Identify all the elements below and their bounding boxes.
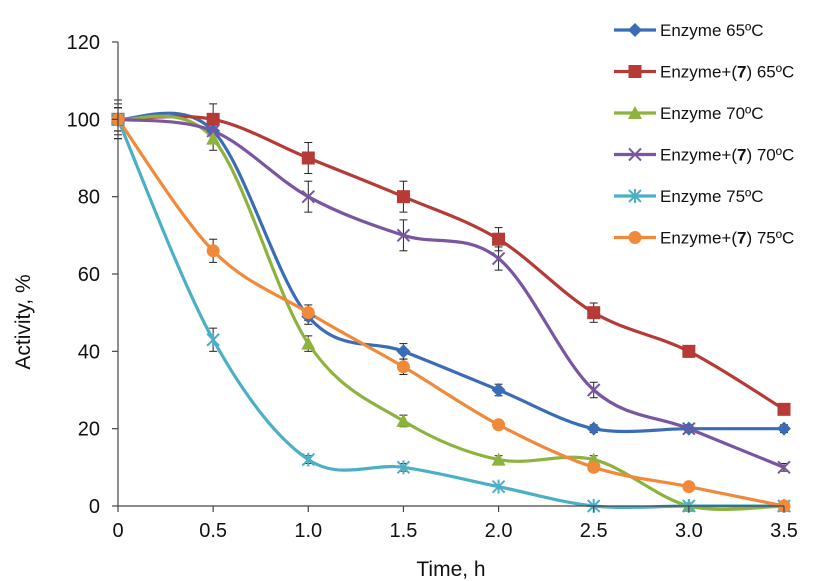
data-point: [396, 413, 411, 427]
x-tick-label: 3.5: [770, 520, 798, 542]
x-tick-label: 0.5: [199, 520, 227, 542]
data-point: [777, 402, 791, 416]
legend-marker: [628, 23, 642, 37]
legend-entry: Enzyme 75ºC: [614, 187, 764, 206]
legend-label: Enzyme 70ºC: [660, 104, 764, 123]
legend-marker: [628, 65, 642, 78]
legend-entry: Enzyme+(7) 65ºC: [614, 63, 794, 82]
legend-label: Enzyme 65ºC: [660, 21, 764, 40]
x-tick-label: 1.5: [390, 520, 418, 542]
series-line-1: [117, 111, 784, 434]
y-tick-label: 40: [78, 341, 100, 363]
legend: Enzyme 65ºC Enzyme+(7) 65ºC Enzyme 70ºC Enz…: [614, 21, 794, 248]
data-point: [301, 189, 315, 204]
data-point: [301, 151, 315, 165]
data-point: [396, 344, 411, 359]
data-point: [301, 336, 316, 350]
y-tick-label: 20: [78, 419, 100, 441]
data-point: [396, 190, 410, 204]
series-line-4: [117, 117, 785, 469]
data-point: [587, 306, 601, 320]
data-point: [301, 306, 315, 320]
series-line-2: [117, 114, 785, 411]
data-point: [682, 480, 696, 494]
data-point: [206, 124, 220, 138]
data-point: [301, 452, 315, 467]
x-tick-label: 0: [112, 520, 123, 542]
legend-label: Enzyme+(7) 75ºC: [660, 229, 794, 248]
data-point: [492, 418, 506, 432]
data-point: [206, 332, 220, 347]
x-tick-label: 3.0: [675, 520, 703, 542]
legend-marker: [628, 147, 642, 162]
legend-label: Enzyme 75ºC: [660, 187, 764, 206]
data-point: [206, 112, 220, 126]
legend-entry: Enzyme+(7) 75ºC: [614, 229, 794, 248]
series-lines: [116, 111, 785, 512]
data-point: [491, 383, 506, 397]
y-axis-title: Activity, %: [12, 274, 35, 369]
data-point: [206, 131, 221, 145]
data-point: [587, 383, 601, 397]
series-line-3: [117, 114, 785, 512]
legend-marker: [628, 106, 642, 119]
data-point: [396, 360, 410, 374]
legend-entry: Enzyme 70ºC: [614, 104, 764, 123]
y-tick-label: 0: [89, 496, 100, 518]
data-point: [682, 421, 696, 436]
data-point: [491, 251, 506, 266]
series-line-6: [116, 118, 785, 508]
data-point: [492, 232, 506, 246]
legend-marker: [628, 189, 642, 203]
legend-entry: Enzyme 65ºC: [614, 21, 764, 40]
data-point: [491, 452, 506, 466]
y-tick-label: 60: [78, 264, 100, 286]
y-tick-label: 80: [78, 187, 100, 209]
legend-entry: Enzyme+(7) 70ºC: [614, 146, 794, 165]
x-tick-label: 2.0: [485, 520, 513, 542]
data-point: [587, 460, 601, 474]
x-tick-label: 1.0: [294, 520, 322, 542]
data-point: [777, 460, 791, 475]
legend-label: Enzyme+(7) 70ºC: [660, 146, 794, 165]
data-point: [206, 244, 220, 258]
x-tick-label: 2.5: [580, 520, 608, 542]
series-line-5: [116, 118, 784, 510]
data-point: [491, 479, 506, 494]
data-point: [396, 228, 411, 243]
axis-ticks: 0 20 40 60 80 100 120 0 0.5 1.0 1.5 2.0 2.5 3.0 3.5: [67, 32, 798, 542]
data-point: [586, 421, 601, 436]
legend-marker: [628, 231, 642, 244]
data-point: [682, 344, 696, 358]
data-point: [777, 421, 791, 436]
x-axis-title: Time, h: [416, 558, 485, 581]
y-tick-label: 100: [67, 109, 100, 131]
series-markers: [111, 112, 791, 513]
legend-label: Enzyme+(7) 65ºC: [660, 63, 794, 82]
y-tick-label: 120: [67, 32, 100, 54]
data-point: [396, 460, 411, 475]
